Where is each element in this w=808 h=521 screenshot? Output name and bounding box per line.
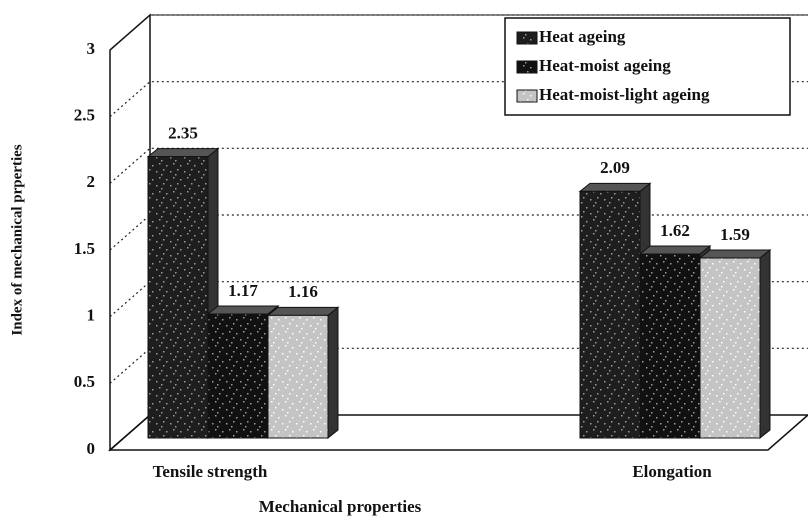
y-tick-label: 3 [87,39,96,58]
bar [267,314,329,439]
y-tick-label: 1 [87,306,96,325]
bar-side [759,248,771,440]
value-label: 1.17 [228,281,258,300]
value-label: 1.16 [288,282,318,301]
legend-swatch [516,89,538,103]
y-tick-label: 0 [87,439,96,458]
y-tick-label: 1.5 [74,239,95,258]
bar-top [266,306,340,316]
y-axis-title: Index of mechanical prperties [9,144,25,335]
grid-line [109,147,808,184]
bar-top [698,249,772,259]
legend-label: Heat ageing [539,27,626,46]
bar-side [327,306,339,440]
y-tick-label: 2.5 [74,106,95,125]
bar [207,313,269,439]
bar [639,253,701,439]
x-axis-title: Mechanical properties [259,497,422,516]
value-label: 2.09 [600,158,630,177]
bar [579,190,641,439]
legend-label: Heat-moist ageing [539,56,671,75]
bar-top [206,305,280,315]
y-tick-label: 0.5 [74,372,95,391]
legend-label: Heat-moist-light ageing [539,85,710,104]
bar-top [638,245,712,255]
legend-box [504,17,791,116]
bar-top [146,148,220,158]
floor [108,414,808,451]
legend-swatch [516,31,538,45]
y-tick-label: 2 [87,172,96,191]
value-label: 1.62 [660,221,690,240]
bar [699,257,761,439]
x-tick-label: Elongation [632,462,712,481]
grid-line [109,14,808,51]
bar [147,156,209,439]
bar-top [578,182,652,192]
x-tick-label: Tensile strength [153,462,268,481]
value-label: 1.59 [720,225,750,244]
value-label: 2.35 [168,124,198,143]
legend-swatch [516,60,538,74]
